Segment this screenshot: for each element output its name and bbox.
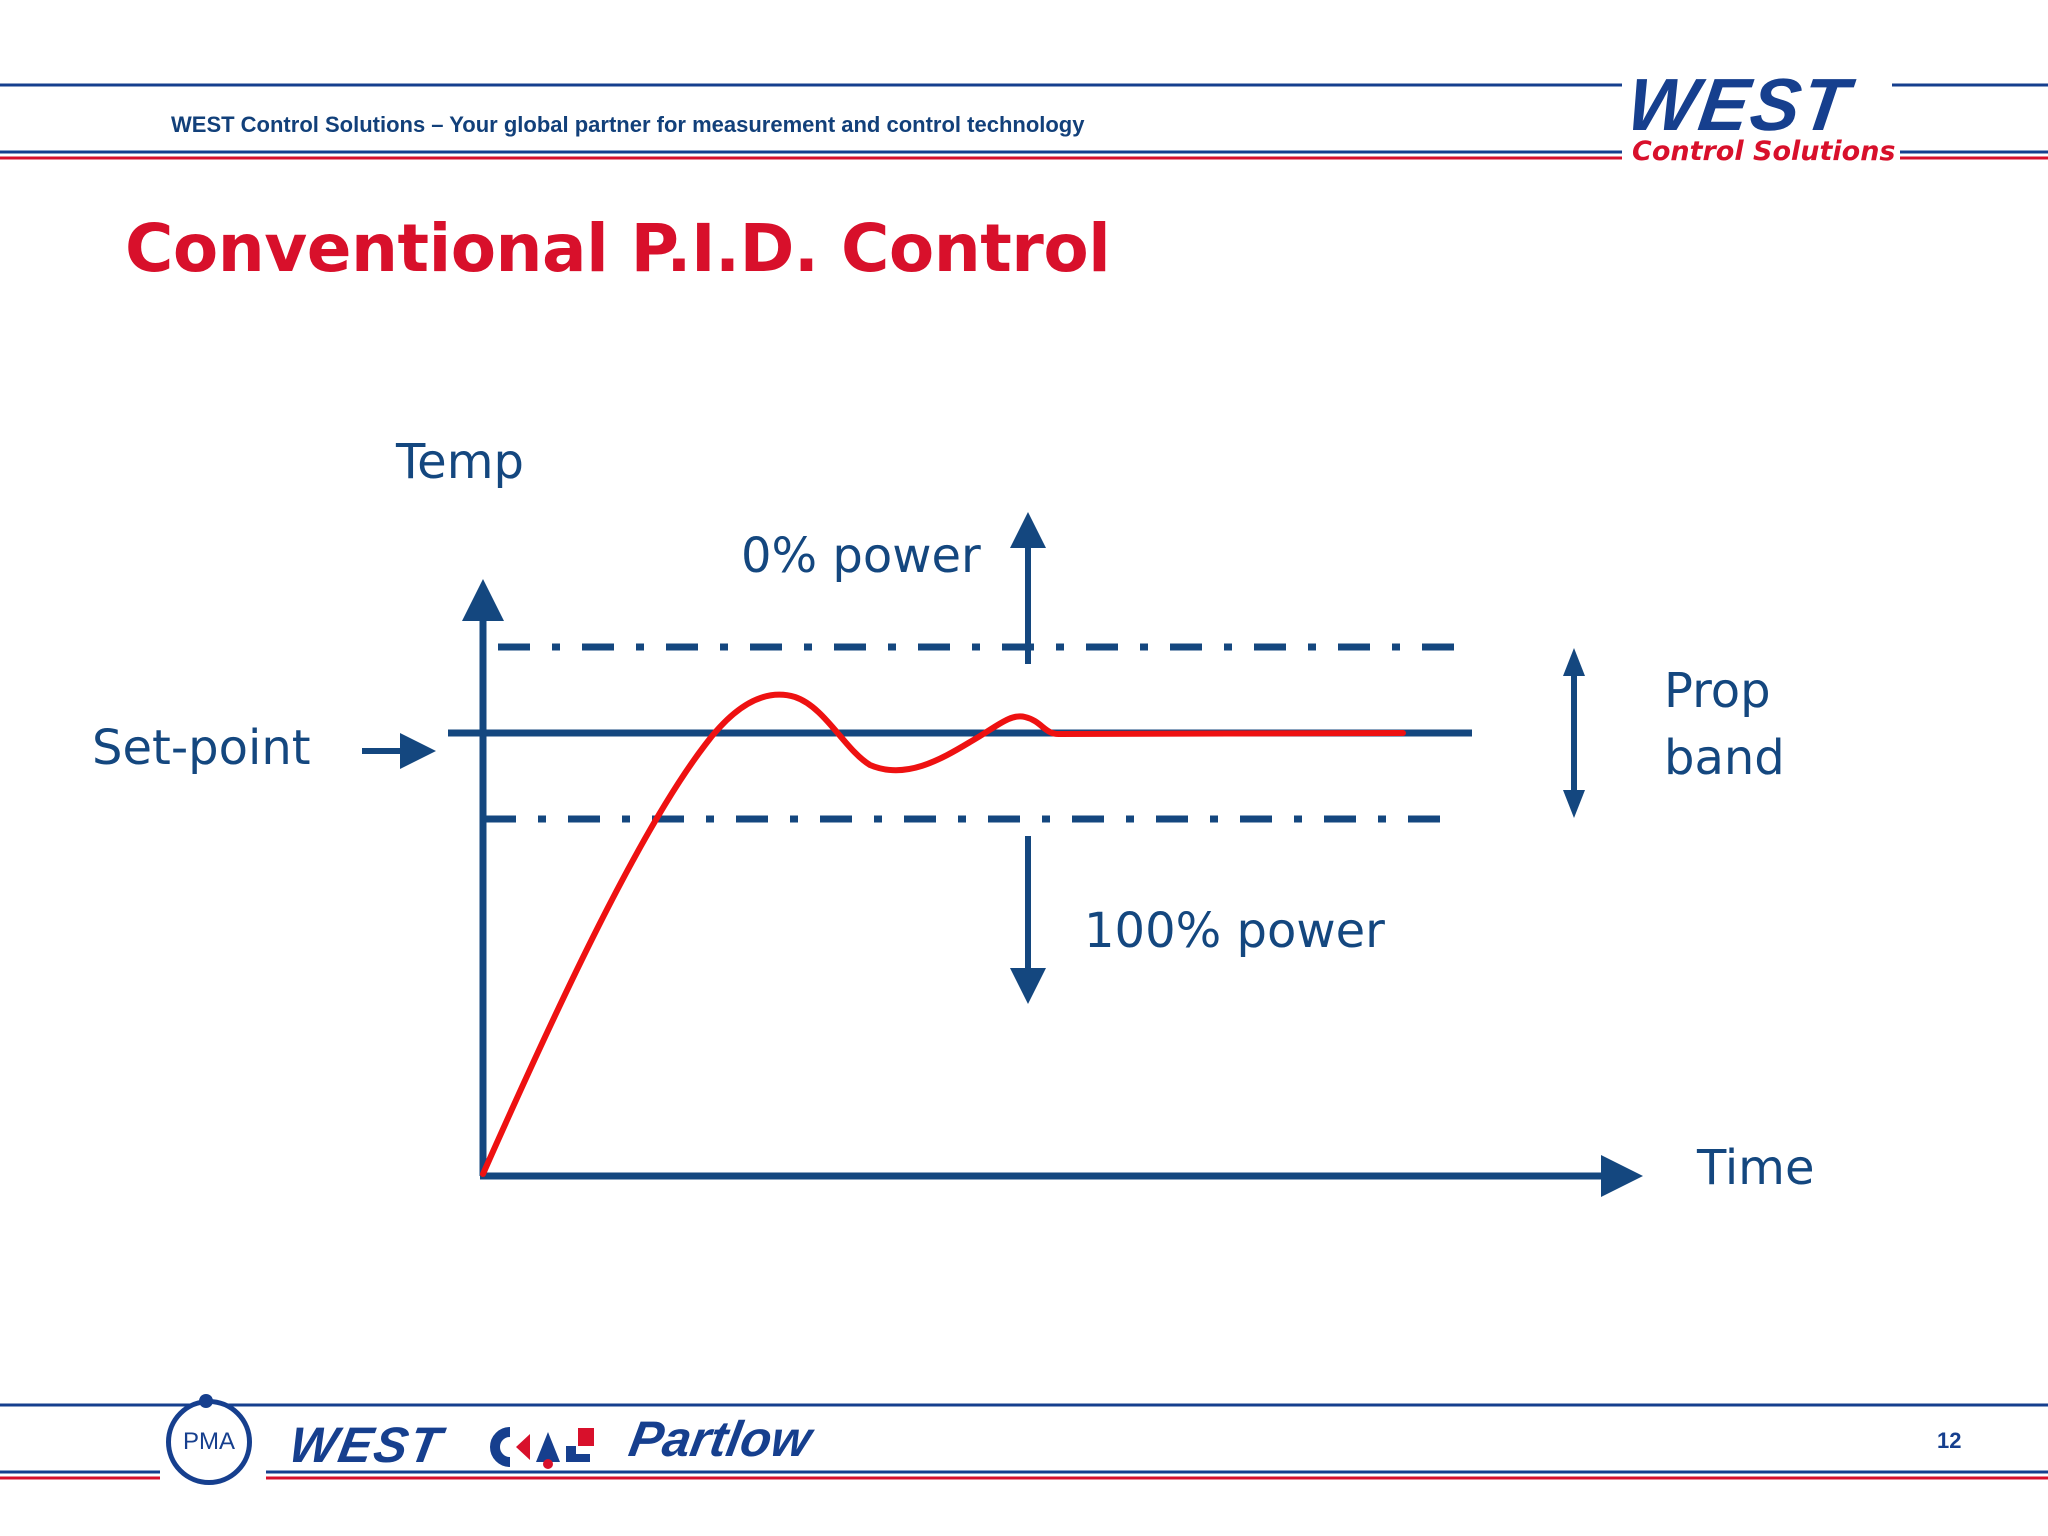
west-logo-subtitle: Control Solutions [1628, 136, 1900, 167]
pma-logo-dot-icon [199, 1394, 213, 1408]
pma-logo: PMA [166, 1399, 252, 1485]
page-number: 12 [1937, 1428, 1962, 1453]
footer-partlow-logo: Partlow [625, 1411, 816, 1467]
footer-rules [0, 1403, 2048, 1480]
footer-west-logo: WEST [285, 1417, 448, 1473]
full-power-label: 100% power [1084, 903, 1385, 959]
slide-title: Conventional P.I.D. Control [125, 210, 1111, 287]
y-axis-label: Temp [396, 434, 524, 490]
axes [462, 579, 1643, 1197]
prop-band-label-line2: band [1664, 730, 1785, 786]
zero-power-label: 0% power [741, 528, 981, 584]
header-tagline: WEST Control Solutions – Your global par… [171, 112, 1085, 137]
prop-band-arrow [1563, 648, 1585, 818]
pma-logo-text: PMA [182, 1428, 235, 1455]
x-axis-label: Time [1697, 1140, 1815, 1196]
cal-logo-icon [490, 1427, 594, 1469]
response-curve [480, 691, 1406, 1177]
prop-band-label-line1: Prop [1664, 663, 1771, 719]
setpoint-label: Set-point [92, 720, 311, 776]
west-logo: WEST [1622, 63, 1856, 146]
